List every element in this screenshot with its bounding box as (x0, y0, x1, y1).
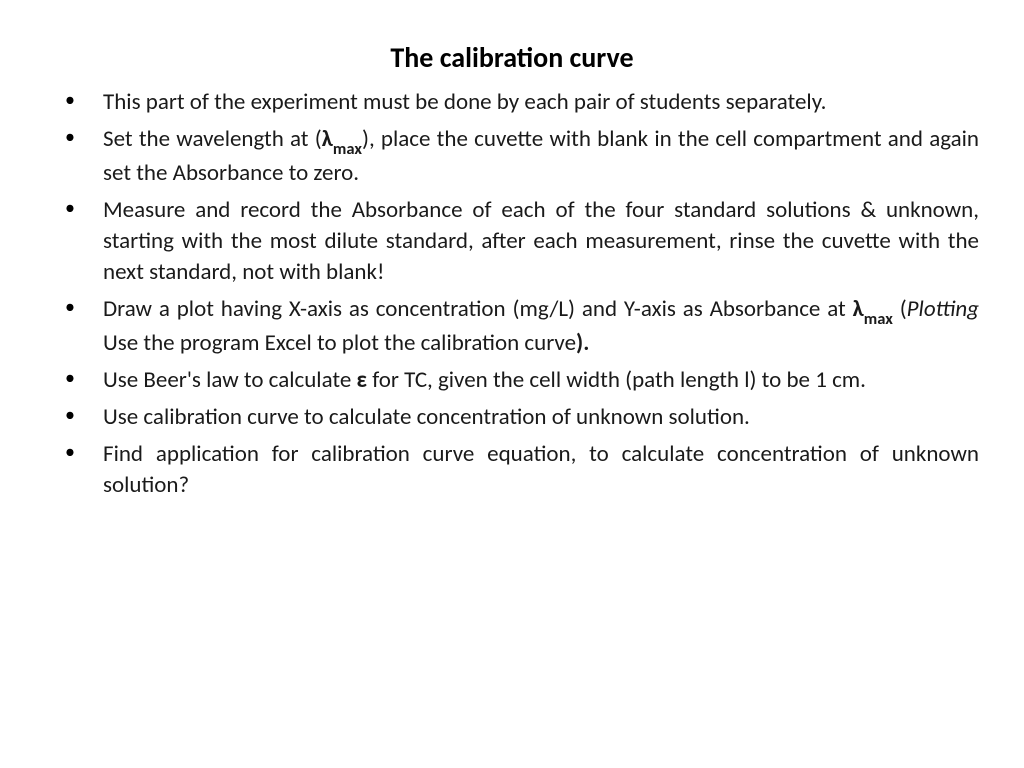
subscript-max: max (333, 139, 362, 159)
bullet-text: Find application for calibration curve e… (103, 440, 979, 499)
bullet-text: This part of the experiment must be done… (103, 88, 826, 116)
bullet-item-5: Use Beer's law to calculate ε for TC, gi… (45, 365, 979, 396)
lambda-symbol: λ (853, 295, 864, 323)
lambda-symbol: λ (322, 125, 333, 153)
bullet-item-1: This part of the experiment must be done… (45, 87, 979, 118)
bullet-item-3: Measure and record the Absorbance of eac… (45, 195, 979, 288)
bullet-text: Measure and record the Absorbance of eac… (103, 196, 979, 286)
bullet-text-part: for TC, given the cell width (path lengt… (367, 366, 866, 394)
bullet-text-part: Draw a plot having X-axis as concentrati… (103, 295, 853, 323)
bullet-text-part: Set the wavelength at ( (103, 125, 322, 153)
bullet-item-7: Find application for calibration curve e… (45, 439, 979, 501)
slide-title: The calibration curve (45, 40, 979, 75)
italic-text: Plotting (907, 295, 979, 323)
bullet-text: Use calibration curve to calculate conce… (103, 403, 750, 431)
bullet-text-part: Use Beer's law to calculate (103, 366, 357, 394)
subscript-max: max (864, 309, 893, 329)
epsilon-symbol: ε (357, 366, 368, 394)
bullet-text-part: ( (893, 295, 907, 323)
bullet-item-6: Use calibration curve to calculate conce… (45, 402, 979, 433)
bullet-item-4: Draw a plot having X-axis as concentrati… (45, 294, 979, 359)
bullet-text-part: Use the program Excel to plot the calibr… (103, 329, 576, 357)
bold-text: ). (576, 329, 589, 357)
bullet-list: This part of the experiment must be done… (45, 87, 979, 501)
bullet-item-2: Set the wavelength at (λmax), place the … (45, 124, 979, 189)
